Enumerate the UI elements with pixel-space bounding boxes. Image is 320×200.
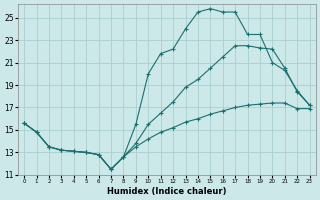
X-axis label: Humidex (Indice chaleur): Humidex (Indice chaleur) xyxy=(107,187,227,196)
